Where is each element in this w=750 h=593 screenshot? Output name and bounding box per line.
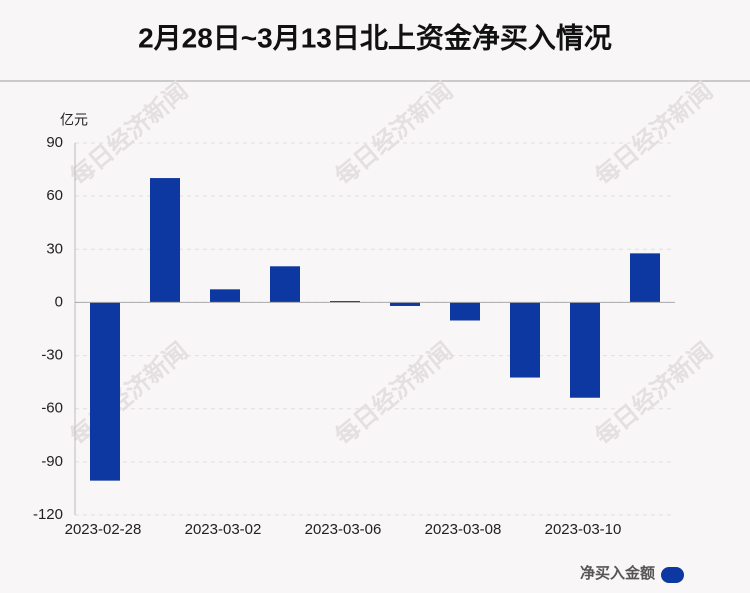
legend-label: 净买入金额 [580,564,655,582]
y-tick-label: -30 [41,347,63,364]
x-tick-label: 2023-03-08 [425,521,502,538]
bar [630,253,660,303]
y-tick-label: 90 [46,134,63,151]
bar [330,301,360,303]
x-tick-label: 2023-02-28 [65,521,142,538]
bar [390,302,420,306]
x-tick-label: 2023-03-10 [545,521,622,538]
bar [210,289,240,303]
bar [90,302,120,481]
bar [510,302,540,378]
bar [570,302,600,398]
y-tick-label: 60 [46,187,63,204]
y-tick-label: -90 [41,453,63,470]
y-tick-label: -120 [33,506,63,523]
y-tick-label: 30 [46,240,63,257]
bar [450,302,480,321]
bar [150,178,180,303]
bar [270,266,300,303]
x-tick-label: 2023-03-02 [185,521,262,538]
x-tick-label: 2023-03-06 [305,521,382,538]
chart-title: 2月28日~3月13日北上资金净买入情况 [138,21,612,53]
y-axis-label: 亿元 [60,112,88,128]
y-tick-label: -60 [41,400,63,417]
y-tick-label: 0 [55,293,63,310]
legend-swatch [661,567,684,583]
